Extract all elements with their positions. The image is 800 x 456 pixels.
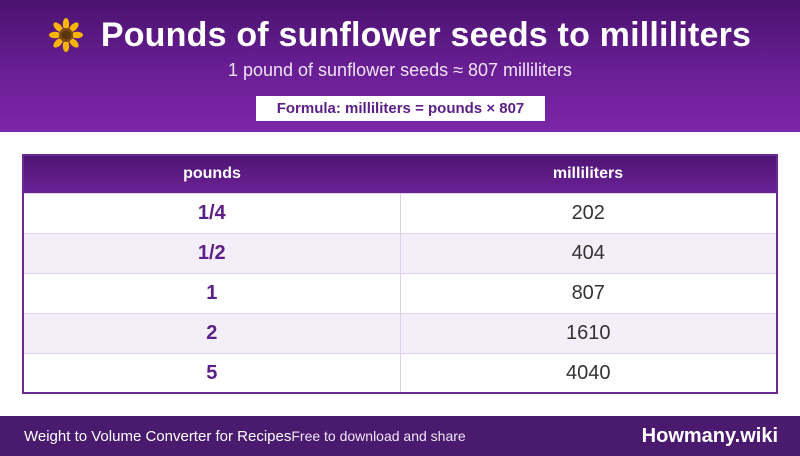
- table-header-row: pounds milliliters: [24, 156, 776, 193]
- milliliters-cell: 807: [400, 272, 776, 313]
- pounds-cell: 5: [24, 352, 401, 392]
- footer-bar: Weight to Volume Converter for Recipes Fr…: [0, 416, 800, 456]
- pounds-cell: 1/4: [24, 192, 401, 233]
- table-row: 1/4 202: [24, 192, 776, 233]
- pounds-cell: 2: [24, 312, 401, 353]
- page-title: Pounds of sunflower seeds to milliliters: [100, 15, 752, 54]
- column-header-milliliters: milliliters: [552, 165, 624, 183]
- table-row: 1/2 404: [24, 232, 776, 273]
- footer-tagline: Free to download and share: [291, 428, 466, 444]
- brand-link[interactable]: Howmany.wiki: [641, 424, 778, 447]
- table-row: 5 4040: [24, 352, 776, 392]
- title-row: Pounds of sunflower seeds to milliliters: [0, 12, 800, 58]
- milliliters-cell: 4040: [400, 352, 776, 392]
- table-row: 2 1610: [24, 312, 776, 353]
- sunflower-icon: [48, 18, 83, 52]
- milliliters-cell: 404: [400, 232, 776, 273]
- header-banner: Pounds of sunflower seeds to milliliters…: [0, 0, 800, 132]
- subtitle: 1 pound of sunflower seeds ≈ 807 millili…: [227, 60, 573, 80]
- pounds-cell: 1: [24, 272, 401, 313]
- footer-app-name: Weight to Volume Converter for Recipes: [24, 427, 292, 445]
- pounds-cell: 1/2: [24, 232, 401, 273]
- formula-box: Formula: milliliters = pounds × 807: [256, 96, 545, 121]
- milliliters-cell: 202: [400, 192, 776, 233]
- milliliters-cell: 1610: [400, 312, 776, 353]
- footer-left: Weight to Volume Converter for Recipes Fr…: [24, 416, 466, 456]
- table-row: 1 807: [24, 272, 776, 313]
- conversion-table: pounds milliliters 1/4 202 1/2 404 1 807…: [22, 154, 778, 394]
- column-header-pounds: pounds: [183, 165, 241, 183]
